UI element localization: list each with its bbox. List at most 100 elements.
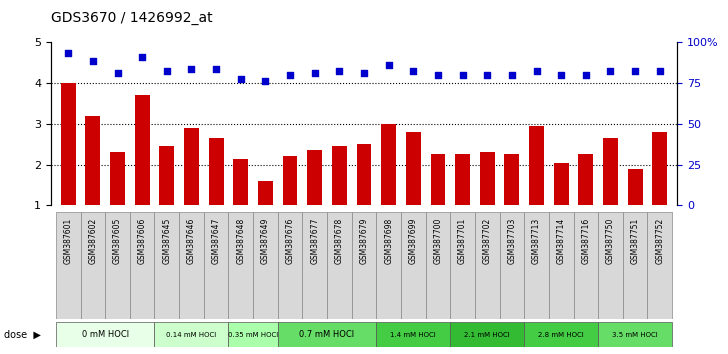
- Bar: [579, 154, 593, 205]
- FancyBboxPatch shape: [451, 322, 524, 347]
- Text: GSM387606: GSM387606: [138, 218, 146, 264]
- Text: GSM387700: GSM387700: [433, 218, 443, 264]
- Bar: [430, 154, 446, 205]
- FancyBboxPatch shape: [204, 212, 229, 319]
- Point: [186, 66, 197, 72]
- Point: [408, 68, 419, 74]
- Bar: [554, 162, 569, 205]
- Point: [136, 54, 148, 59]
- Text: GSM387676: GSM387676: [285, 218, 295, 264]
- Point: [358, 70, 370, 76]
- Text: 1.4 mM HOCl: 1.4 mM HOCl: [390, 332, 436, 337]
- Bar: [480, 152, 494, 205]
- Text: 2.1 mM HOCl: 2.1 mM HOCl: [464, 332, 510, 337]
- Text: GSM387678: GSM387678: [335, 218, 344, 264]
- FancyBboxPatch shape: [352, 212, 376, 319]
- FancyBboxPatch shape: [598, 322, 672, 347]
- Point: [333, 68, 345, 74]
- Bar: [307, 150, 322, 205]
- Text: GSM387714: GSM387714: [557, 218, 566, 264]
- Bar: [184, 128, 199, 205]
- Bar: [505, 154, 519, 205]
- Text: GSM387699: GSM387699: [409, 218, 418, 264]
- Bar: [159, 146, 174, 205]
- FancyBboxPatch shape: [327, 212, 352, 319]
- Text: 0.14 mM HOCl: 0.14 mM HOCl: [166, 332, 217, 337]
- Point: [210, 66, 222, 72]
- FancyBboxPatch shape: [401, 212, 426, 319]
- Point: [629, 68, 641, 74]
- Point: [555, 72, 567, 78]
- FancyBboxPatch shape: [229, 322, 277, 347]
- FancyBboxPatch shape: [524, 322, 598, 347]
- Text: 2.8 mM HOCl: 2.8 mM HOCl: [538, 332, 584, 337]
- FancyBboxPatch shape: [451, 212, 475, 319]
- FancyBboxPatch shape: [426, 212, 451, 319]
- Text: GSM387649: GSM387649: [261, 218, 270, 264]
- Point: [87, 58, 99, 64]
- Bar: [455, 154, 470, 205]
- Text: GSM387602: GSM387602: [88, 218, 98, 264]
- Text: GSM387702: GSM387702: [483, 218, 491, 264]
- Text: GSM387647: GSM387647: [212, 218, 221, 264]
- Point: [531, 68, 542, 74]
- Text: GSM387601: GSM387601: [64, 218, 73, 264]
- Bar: [234, 159, 248, 205]
- Text: GSM387750: GSM387750: [606, 218, 615, 264]
- Point: [161, 68, 173, 74]
- Bar: [628, 169, 643, 205]
- FancyBboxPatch shape: [130, 212, 154, 319]
- FancyBboxPatch shape: [229, 212, 253, 319]
- Text: GSM387701: GSM387701: [458, 218, 467, 264]
- FancyBboxPatch shape: [179, 212, 204, 319]
- FancyBboxPatch shape: [623, 212, 647, 319]
- Bar: [85, 116, 100, 205]
- Point: [111, 70, 123, 76]
- Bar: [406, 132, 421, 205]
- Bar: [61, 83, 76, 205]
- Text: GSM387713: GSM387713: [532, 218, 541, 264]
- FancyBboxPatch shape: [56, 322, 154, 347]
- FancyBboxPatch shape: [154, 212, 179, 319]
- Bar: [332, 146, 347, 205]
- Bar: [282, 156, 298, 205]
- FancyBboxPatch shape: [549, 212, 574, 319]
- Bar: [110, 152, 125, 205]
- Text: GSM387605: GSM387605: [113, 218, 122, 264]
- Point: [580, 72, 592, 78]
- Point: [284, 72, 296, 78]
- Bar: [529, 126, 544, 205]
- Text: GSM387645: GSM387645: [162, 218, 171, 264]
- FancyBboxPatch shape: [598, 212, 623, 319]
- FancyBboxPatch shape: [499, 212, 524, 319]
- FancyBboxPatch shape: [277, 322, 376, 347]
- FancyBboxPatch shape: [524, 212, 549, 319]
- Bar: [603, 138, 618, 205]
- Text: 0.35 mM HOCl: 0.35 mM HOCl: [228, 332, 278, 337]
- Text: GSM387646: GSM387646: [187, 218, 196, 264]
- Text: GSM387703: GSM387703: [507, 218, 516, 264]
- FancyBboxPatch shape: [574, 212, 598, 319]
- Text: GSM387698: GSM387698: [384, 218, 393, 264]
- Bar: [258, 181, 273, 205]
- Point: [605, 68, 617, 74]
- Bar: [209, 138, 223, 205]
- FancyBboxPatch shape: [105, 212, 130, 319]
- Text: GSM387752: GSM387752: [655, 218, 664, 264]
- Point: [432, 72, 444, 78]
- Point: [260, 78, 272, 84]
- Point: [63, 50, 74, 56]
- FancyBboxPatch shape: [253, 212, 277, 319]
- Text: 3.5 mM HOCl: 3.5 mM HOCl: [612, 332, 658, 337]
- Text: GSM387679: GSM387679: [360, 218, 368, 264]
- Text: 0 mM HOCl: 0 mM HOCl: [82, 330, 129, 339]
- Bar: [135, 96, 149, 205]
- FancyBboxPatch shape: [302, 212, 327, 319]
- Text: GSM387677: GSM387677: [310, 218, 319, 264]
- Point: [309, 70, 320, 76]
- Text: GDS3670 / 1426992_at: GDS3670 / 1426992_at: [51, 11, 213, 25]
- Text: GSM387648: GSM387648: [237, 218, 245, 264]
- Point: [235, 76, 247, 82]
- Text: 0.7 mM HOCl: 0.7 mM HOCl: [299, 330, 355, 339]
- Point: [506, 72, 518, 78]
